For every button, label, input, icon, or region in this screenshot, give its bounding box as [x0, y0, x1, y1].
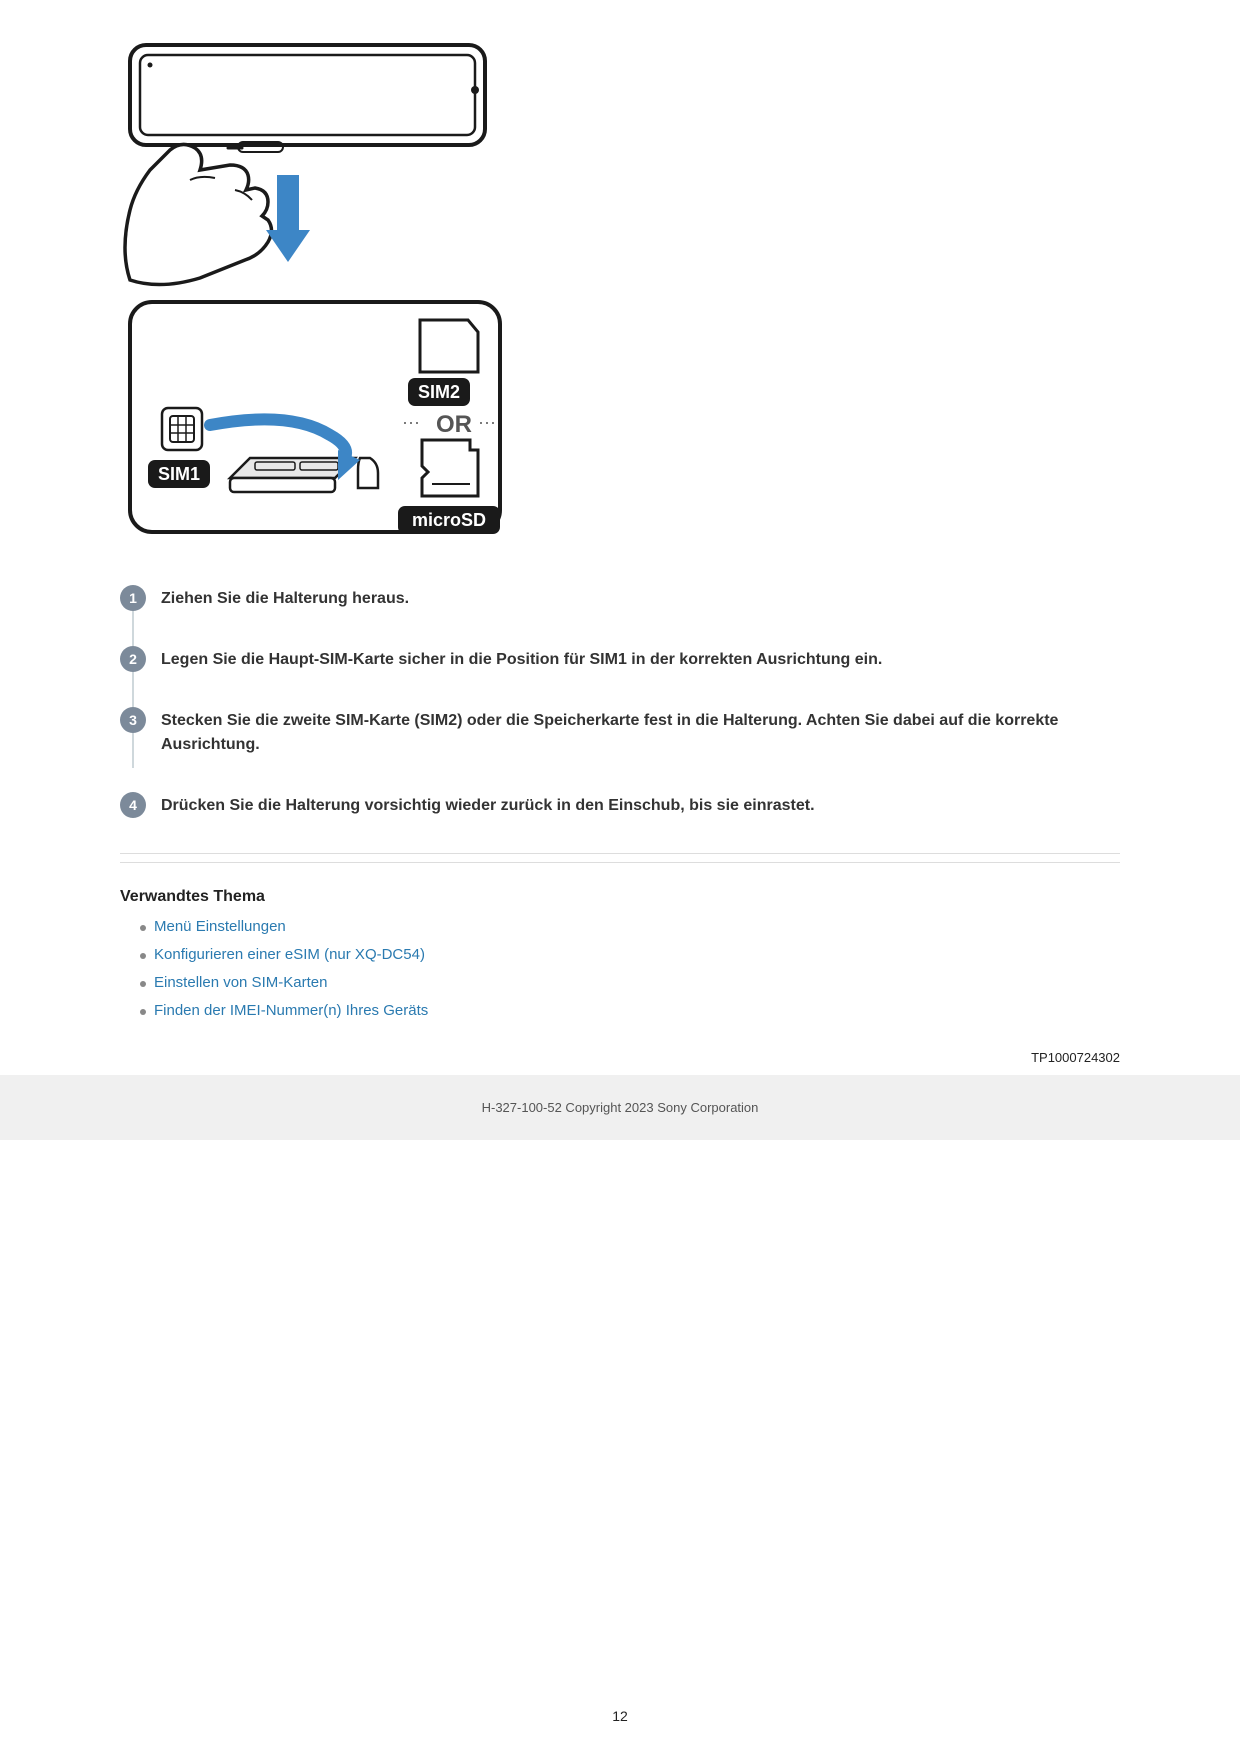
- svg-text:···: ···: [402, 412, 420, 432]
- related-link[interactable]: Konfigurieren einer eSIM (nur XQ-DC54): [154, 946, 425, 963]
- step-item: 2 Legen Sie die Haupt-SIM-Karte sicher i…: [120, 646, 1120, 672]
- step-number: 1: [120, 585, 146, 611]
- svg-text:microSD: microSD: [412, 510, 486, 530]
- step-item: 4 Drücken Sie die Halterung vorsichtig w…: [120, 792, 1120, 818]
- related-links-list: Menü Einstellungen Konfigurieren einer e…: [120, 918, 1120, 1020]
- steps-list: 1 Ziehen Sie die Halterung heraus. 2 Leg…: [120, 585, 1120, 818]
- step-text: Stecken Sie die zweite SIM-Karte (SIM2) …: [161, 707, 1120, 757]
- svg-text:SIM1: SIM1: [158, 464, 200, 484]
- step-item: 1 Ziehen Sie die Halterung heraus.: [120, 585, 1120, 611]
- step-number: 2: [120, 646, 146, 672]
- step-text: Legen Sie die Haupt-SIM-Karte sicher in …: [161, 646, 882, 672]
- step-text: Ziehen Sie die Halterung heraus.: [161, 585, 409, 611]
- related-link[interactable]: Menü Einstellungen: [154, 918, 286, 935]
- step-number: 3: [120, 707, 146, 733]
- related-topics-section: Verwandtes Thema Menü Einstellungen Konf…: [120, 888, 1120, 1020]
- step-item: 3 Stecken Sie die zweite SIM-Karte (SIM2…: [120, 707, 1120, 757]
- document-id: TP1000724302: [120, 1050, 1120, 1065]
- section-divider: [120, 853, 1120, 863]
- svg-text:OR: OR: [436, 411, 472, 438]
- step-number: 4: [120, 792, 146, 818]
- page-number: 12: [0, 1708, 1240, 1724]
- copyright-footer: H-327-100-52 Copyright 2023 Sony Corpora…: [0, 1075, 1240, 1140]
- instruction-diagram: SIM1 SIM2 ··· OR ··· mic: [100, 30, 510, 555]
- related-heading: Verwandtes Thema: [120, 888, 1120, 906]
- svg-text:···: ···: [478, 412, 496, 432]
- step-text: Drücken Sie die Halterung vorsichtig wie…: [161, 792, 815, 818]
- svg-text:SIM2: SIM2: [418, 382, 460, 402]
- related-link[interactable]: Einstellen von SIM-Karten: [154, 974, 327, 991]
- related-link[interactable]: Finden der IMEI-Nummer(n) Ihres Geräts: [154, 1002, 428, 1019]
